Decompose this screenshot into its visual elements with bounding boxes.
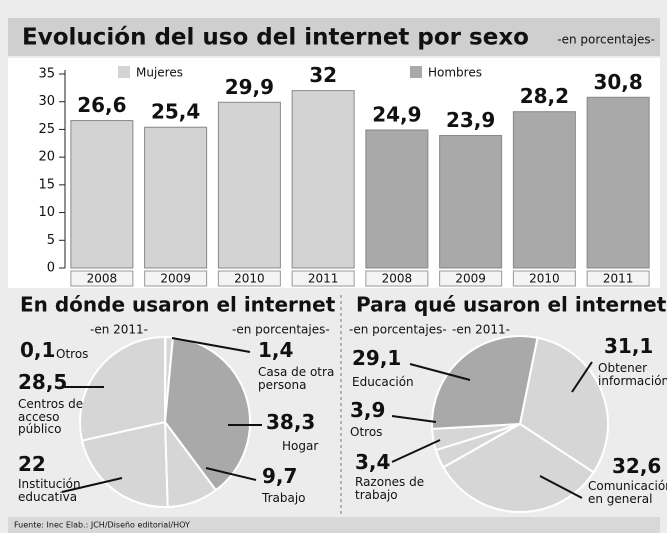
slice-label: Obtener información <box>598 361 667 388</box>
slice-label: Otros <box>56 347 89 361</box>
footer-bar <box>8 517 660 533</box>
value-label: 32 <box>309 63 337 87</box>
category-box <box>144 270 208 287</box>
category-box <box>365 270 429 287</box>
slice-label: Razones de trabajo <box>355 475 425 502</box>
leader-line <box>61 477 123 493</box>
bar <box>439 135 503 269</box>
value-label: 29,9 <box>225 75 274 99</box>
value-label: 3,9 <box>350 398 386 422</box>
slice-label: Casa de otra persona <box>258 365 335 392</box>
pie-title: Para qué usaron el internet <box>356 293 667 317</box>
annotation: -en 2011- <box>90 323 148 337</box>
bar <box>144 126 208 269</box>
title-bar <box>8 18 660 56</box>
category-box <box>512 270 576 287</box>
value-label: 31,1 <box>604 334 654 358</box>
bar <box>291 90 355 269</box>
bar <box>217 101 281 269</box>
source: Fuente: Inec Elab.: JCH/Diseño editorial… <box>14 521 190 530</box>
y-tick-label: 30 <box>38 94 55 109</box>
value-label: 29,1 <box>352 346 402 370</box>
y-tick-label: 10 <box>38 205 55 220</box>
value-label: 22 <box>18 452 46 476</box>
annotation: -en porcentajes- <box>349 323 447 337</box>
y-tick-label: 5 <box>47 233 55 248</box>
category-box <box>291 270 355 287</box>
x-tick-label: 2010 <box>529 272 560 286</box>
legend-label: Hombres <box>428 66 482 80</box>
leader-line <box>391 415 437 423</box>
y-tick-label: 25 <box>38 122 55 137</box>
slice-label: Centros de acceso público <box>18 397 84 437</box>
value-label: 28,2 <box>520 84 569 108</box>
pie-slice <box>80 420 169 508</box>
slice-label: Trabajo <box>262 491 306 505</box>
pie-slice <box>442 422 595 513</box>
leader-line <box>205 467 257 481</box>
category-box <box>217 270 281 287</box>
leader-line <box>391 439 441 463</box>
x-tick-label: 2009 <box>160 272 191 286</box>
value-label: 0,1 <box>20 338 56 362</box>
slice-label: Otros <box>350 425 383 439</box>
bar <box>70 120 134 269</box>
leader-line <box>171 337 251 353</box>
bar <box>365 129 429 269</box>
category-box <box>439 270 503 287</box>
pie-slice <box>79 335 166 442</box>
x-tick-label: 2008 <box>87 272 118 286</box>
value-label: 1,4 <box>258 338 294 362</box>
value-label: 24,9 <box>372 102 421 126</box>
x-tick-label: 2010 <box>234 272 265 286</box>
bar <box>512 111 576 269</box>
y-tick-label: 20 <box>38 150 55 165</box>
value-label: 38,3 <box>266 410 316 434</box>
pie-slice <box>431 335 539 430</box>
legend-swatch <box>118 66 130 78</box>
value-label: 30,8 <box>593 70 642 94</box>
slice-label: Hogar <box>282 439 319 453</box>
leader-line <box>409 363 471 381</box>
chart-title: Evolución del uso del internet por sexo <box>22 25 529 51</box>
value-label: 26,6 <box>77 93 126 117</box>
slice-label: Comunicación en general <box>588 479 667 506</box>
value-label: 9,7 <box>262 464 298 488</box>
legend-swatch <box>410 66 422 78</box>
category-box <box>70 270 134 287</box>
chart-subtitle: -en porcentajes- <box>557 33 655 47</box>
leader-line <box>539 475 583 499</box>
x-tick-label: 2011 <box>603 272 634 286</box>
value-label: 25,4 <box>151 100 200 124</box>
value-label: 32,6 <box>612 454 662 478</box>
y-tick-label: 0 <box>47 261 55 276</box>
x-tick-label: 2008 <box>382 272 413 286</box>
leader-line <box>571 361 593 393</box>
value-label: 28,5 <box>18 370 68 394</box>
annotation: -en 2011- <box>452 323 510 337</box>
x-tick-label: 2011 <box>308 272 339 286</box>
value-label: 23,9 <box>446 108 495 132</box>
bar <box>586 96 650 269</box>
value-label: 3,4 <box>355 450 391 474</box>
y-tick-label: 15 <box>38 177 55 192</box>
annotation: -en porcentajes- <box>232 323 330 337</box>
legend-label: Mujeres <box>136 66 183 80</box>
slice-label: Institución educativa <box>18 477 81 504</box>
slice-label: Educación <box>352 375 414 389</box>
y-tick-label: 35 <box>38 67 55 82</box>
x-tick-label: 2009 <box>455 272 486 286</box>
pie-title: En dónde usaron el internet <box>20 293 336 317</box>
category-box <box>586 270 650 287</box>
